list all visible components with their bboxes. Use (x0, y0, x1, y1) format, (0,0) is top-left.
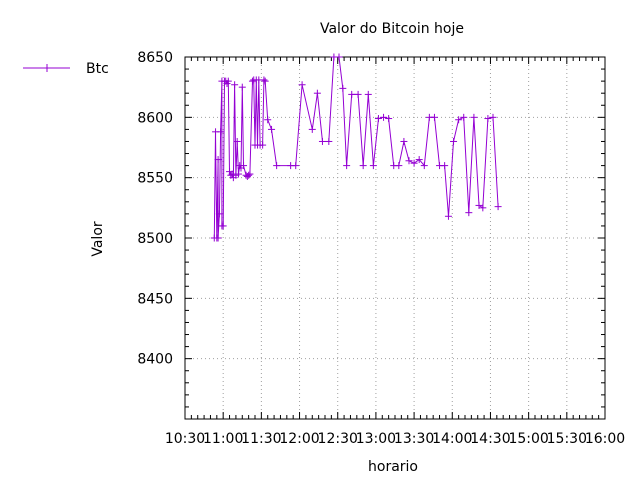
data-point (261, 77, 269, 85)
data-point (444, 212, 452, 220)
y-tick-label: 8400 (137, 352, 173, 368)
data-point (400, 137, 408, 145)
data-point (313, 89, 321, 97)
data-point (385, 115, 393, 123)
data-point (354, 90, 362, 98)
data-point (219, 222, 227, 230)
data-point (465, 209, 473, 217)
x-tick-label: 12:30 (318, 431, 358, 447)
data-point (248, 77, 256, 85)
data-point (234, 170, 242, 178)
data-point (380, 113, 388, 121)
data-point (455, 116, 463, 124)
data-point (441, 162, 449, 170)
chart-title: Valor do Bitcoin hoje (320, 21, 464, 37)
data-point (259, 141, 267, 149)
data-point (364, 90, 372, 98)
data-point (494, 203, 502, 211)
data-point (415, 156, 423, 164)
data-point (240, 162, 248, 170)
x-tick-label: 15:30 (547, 431, 587, 447)
y-tick-label: 8550 (137, 171, 173, 187)
data-point (325, 137, 333, 145)
data-point (224, 77, 232, 85)
data-point (339, 84, 347, 92)
data-point (273, 162, 281, 170)
legend-label: Btc (86, 61, 109, 77)
y-tick-label: 8450 (137, 291, 173, 307)
data-point (292, 162, 300, 170)
data-point (348, 90, 356, 98)
legend-marker-icon (43, 64, 51, 72)
data-point (479, 204, 487, 212)
data-point (245, 171, 253, 179)
x-tick-label: 14:30 (470, 431, 510, 447)
y-axis-label: Valor (90, 221, 106, 257)
x-tick-label: 13:00 (356, 431, 396, 447)
x-tick-label: 11:00 (203, 431, 243, 447)
data-point (489, 113, 497, 121)
data-point (430, 113, 438, 121)
data-point (369, 162, 377, 170)
data-point (420, 162, 428, 170)
x-tick-label: 15:00 (508, 431, 548, 447)
x-tick-label: 11:30 (241, 431, 281, 447)
data-point (405, 157, 413, 165)
series-btc (210, 53, 502, 242)
data-point (410, 159, 418, 167)
data-point (268, 125, 276, 133)
data-point (217, 128, 225, 136)
data-point (450, 137, 458, 145)
series-line (213, 56, 499, 239)
x-axis-label: horario (368, 459, 418, 475)
data-point (214, 234, 222, 242)
x-tick-label: 12:00 (279, 431, 319, 447)
data-point (374, 115, 382, 123)
axis-ticks (184, 56, 606, 419)
data-point (246, 170, 254, 178)
data-point (215, 210, 223, 218)
y-tick-label: 8500 (137, 231, 173, 247)
data-point (359, 162, 367, 170)
x-tick-label: 16:00 (585, 431, 625, 447)
data-point (395, 162, 403, 170)
data-point (484, 115, 492, 123)
data-point (460, 113, 468, 121)
data-point (260, 76, 268, 84)
y-tick-label: 8600 (137, 110, 173, 126)
data-point (214, 156, 222, 164)
y-tick-label: 8650 (137, 50, 173, 66)
data-point (238, 83, 246, 91)
legend: Btc (23, 61, 109, 77)
grid-lines (185, 57, 605, 419)
data-point (470, 113, 478, 121)
data-point (298, 81, 306, 89)
x-tick-label: 10:30 (165, 431, 205, 447)
data-point (228, 170, 236, 178)
x-tick-label: 13:30 (394, 431, 434, 447)
data-point (308, 125, 316, 133)
data-point (231, 81, 239, 89)
data-point (264, 116, 272, 124)
data-point (318, 137, 326, 145)
data-point (475, 201, 483, 209)
data-point (335, 53, 343, 61)
x-tick-label: 14:00 (432, 431, 472, 447)
data-point (343, 162, 351, 170)
data-point (233, 137, 241, 145)
tick-labels: 10:3011:0011:3012:0012:3013:0013:3014:00… (137, 50, 625, 447)
